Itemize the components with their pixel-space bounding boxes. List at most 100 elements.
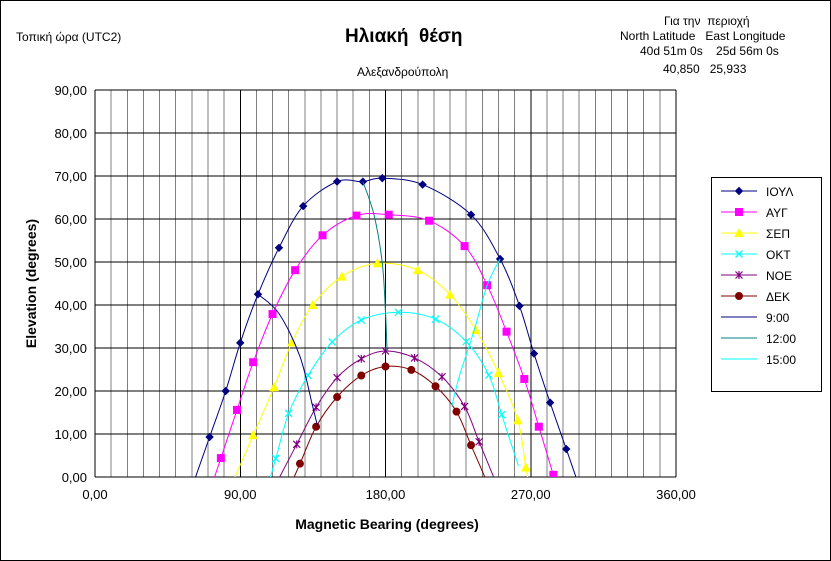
series-4-point-3 [357, 354, 366, 363]
legend-marker-2 [734, 227, 744, 237]
series-0-point-12 [515, 301, 524, 311]
series-1-point-5 [318, 231, 327, 240]
series-2-point-9 [493, 367, 504, 377]
legend-swatch-2 [721, 227, 757, 237]
series-0-point-10 [466, 210, 476, 219]
series-1-point-9 [460, 242, 469, 251]
series-3-point-6 [431, 315, 440, 324]
legend-label-1: ΑΥΓ [766, 206, 788, 220]
series-2-point-11 [521, 462, 531, 472]
series-2-point-6 [412, 265, 423, 275]
series-0-point-4 [274, 243, 284, 253]
region-line-1: Για την περιοχή [664, 14, 750, 28]
series-0-point-14 [545, 398, 555, 407]
series-1-point-8 [425, 216, 434, 225]
legend-item-4: ΝΟΕ [712, 265, 821, 285]
legend-swatch-4 [721, 271, 757, 279]
chart-subtitle: Αλεξανδρούπολη [357, 65, 449, 79]
series-3-point-8 [484, 371, 493, 380]
y-tick-label: 60,00 [54, 212, 87, 227]
series-0-line [195, 177, 577, 477]
y-tick-label: 0,00 [62, 470, 87, 485]
series-3-point-5 [394, 308, 403, 317]
legend-swatch-8 [721, 358, 757, 360]
series-1-point-12 [520, 374, 529, 383]
legend-swatch-5 [721, 292, 757, 300]
x-tick-label: 360,00 [656, 487, 696, 502]
series-4-point-7 [460, 402, 469, 411]
legend-item-1: ΑΥΓ [712, 202, 821, 222]
legend-label-0: ΙΟΥΛ [766, 185, 794, 199]
region-line-4: 40,850 25,933 [663, 62, 747, 76]
series-3-point-4 [357, 316, 366, 325]
series-4-point-6 [438, 372, 446, 381]
legend-label-2: ΣΕΠ [766, 227, 791, 241]
x-tick-label: 90,00 [224, 487, 257, 502]
series-1-point-4 [291, 266, 300, 275]
series-2-point-1 [269, 382, 279, 392]
series-0-point-15 [562, 444, 571, 454]
legend-marker-3 [735, 250, 743, 258]
series-0-point-13 [529, 349, 539, 358]
chart-title: Ηλιακή θέση [345, 26, 463, 47]
series-1-point-3 [268, 310, 277, 319]
series-3 [269, 308, 519, 477]
legend-label-3: ΟΚΤ [766, 248, 791, 262]
series-5 [293, 362, 486, 477]
series-3-point-9 [497, 410, 506, 419]
chart-legend: ΙΟΥΛ ΑΥΓ ΣΕΠ ΟΚΤ ΝΟΕ ΔΕΚ 9:00 12:00 15:00 [711, 177, 822, 392]
legend-marker-4 [735, 271, 743, 279]
series-3-point-0 [271, 454, 280, 463]
legend-swatch-3 [721, 250, 757, 258]
legend-item-8: 15:00 [712, 349, 821, 369]
legend-swatch-1 [721, 208, 757, 216]
legend-item-2: ΣΕΠ [712, 223, 821, 243]
series-3-point-7 [462, 337, 471, 346]
series-5-point-1 [312, 422, 321, 431]
region-info: Για την περιοχή North Latitude East Long… [600, 15, 820, 75]
y-tick-label: 20,00 [54, 384, 87, 399]
legend-swatch-6 [721, 316, 757, 318]
series-7 [362, 181, 388, 352]
y-tick-label: 40,00 [54, 298, 87, 313]
series-3-point-1 [284, 409, 293, 418]
y-tick-label: 80,00 [54, 126, 87, 141]
series-2-point-5 [372, 258, 383, 268]
series-5-point-3 [357, 371, 366, 380]
x-tick-label: 270,00 [511, 487, 551, 502]
series-5-point-8 [467, 441, 476, 450]
series-0-point-9 [418, 180, 427, 189]
y-tick-label: 30,00 [54, 341, 87, 356]
legend-item-0: ΙΟΥΛ [712, 181, 821, 201]
series-2-point-4 [337, 271, 347, 281]
series-6 [257, 293, 319, 427]
series-1-point-11 [502, 327, 511, 336]
series-3-point-3 [328, 338, 337, 346]
major-gridlines [95, 89, 677, 477]
series-8 [451, 258, 501, 407]
y-axis-title: Elevation (degrees) [23, 219, 39, 348]
y-tick-label: 10,00 [54, 427, 87, 442]
series-1-point-2 [249, 358, 258, 367]
region-line-3: 40d 51m 0s 25d 56m 0s [640, 44, 779, 58]
legend-item-6: 9:00 [712, 307, 821, 327]
legend-label-8: 15:00 [766, 353, 797, 367]
x-tick-label: 0,00 [82, 487, 107, 502]
legend-item-5: ΔΕΚ [712, 286, 821, 306]
series-4-point-8 [475, 437, 484, 446]
series-0-point-0 [205, 432, 214, 442]
series-6-line [257, 293, 319, 427]
series-2-point-7 [445, 289, 455, 299]
series-1-point-0 [216, 454, 225, 463]
region-line-2: North Latitude East Longitude [620, 29, 786, 43]
legend-swatch-7 [721, 337, 757, 339]
series-0-point-5 [298, 201, 308, 211]
series-5-point-0 [295, 459, 304, 468]
x-tick-label: 180,00 [366, 487, 406, 502]
legend-label-5: ΔΕΚ [766, 290, 791, 304]
legend-label-4: ΝΟΕ [766, 269, 793, 283]
series-5-point-6 [431, 382, 440, 391]
legend-label-7: 12:00 [766, 332, 797, 346]
legend-item-7: 12:00 [712, 328, 821, 348]
